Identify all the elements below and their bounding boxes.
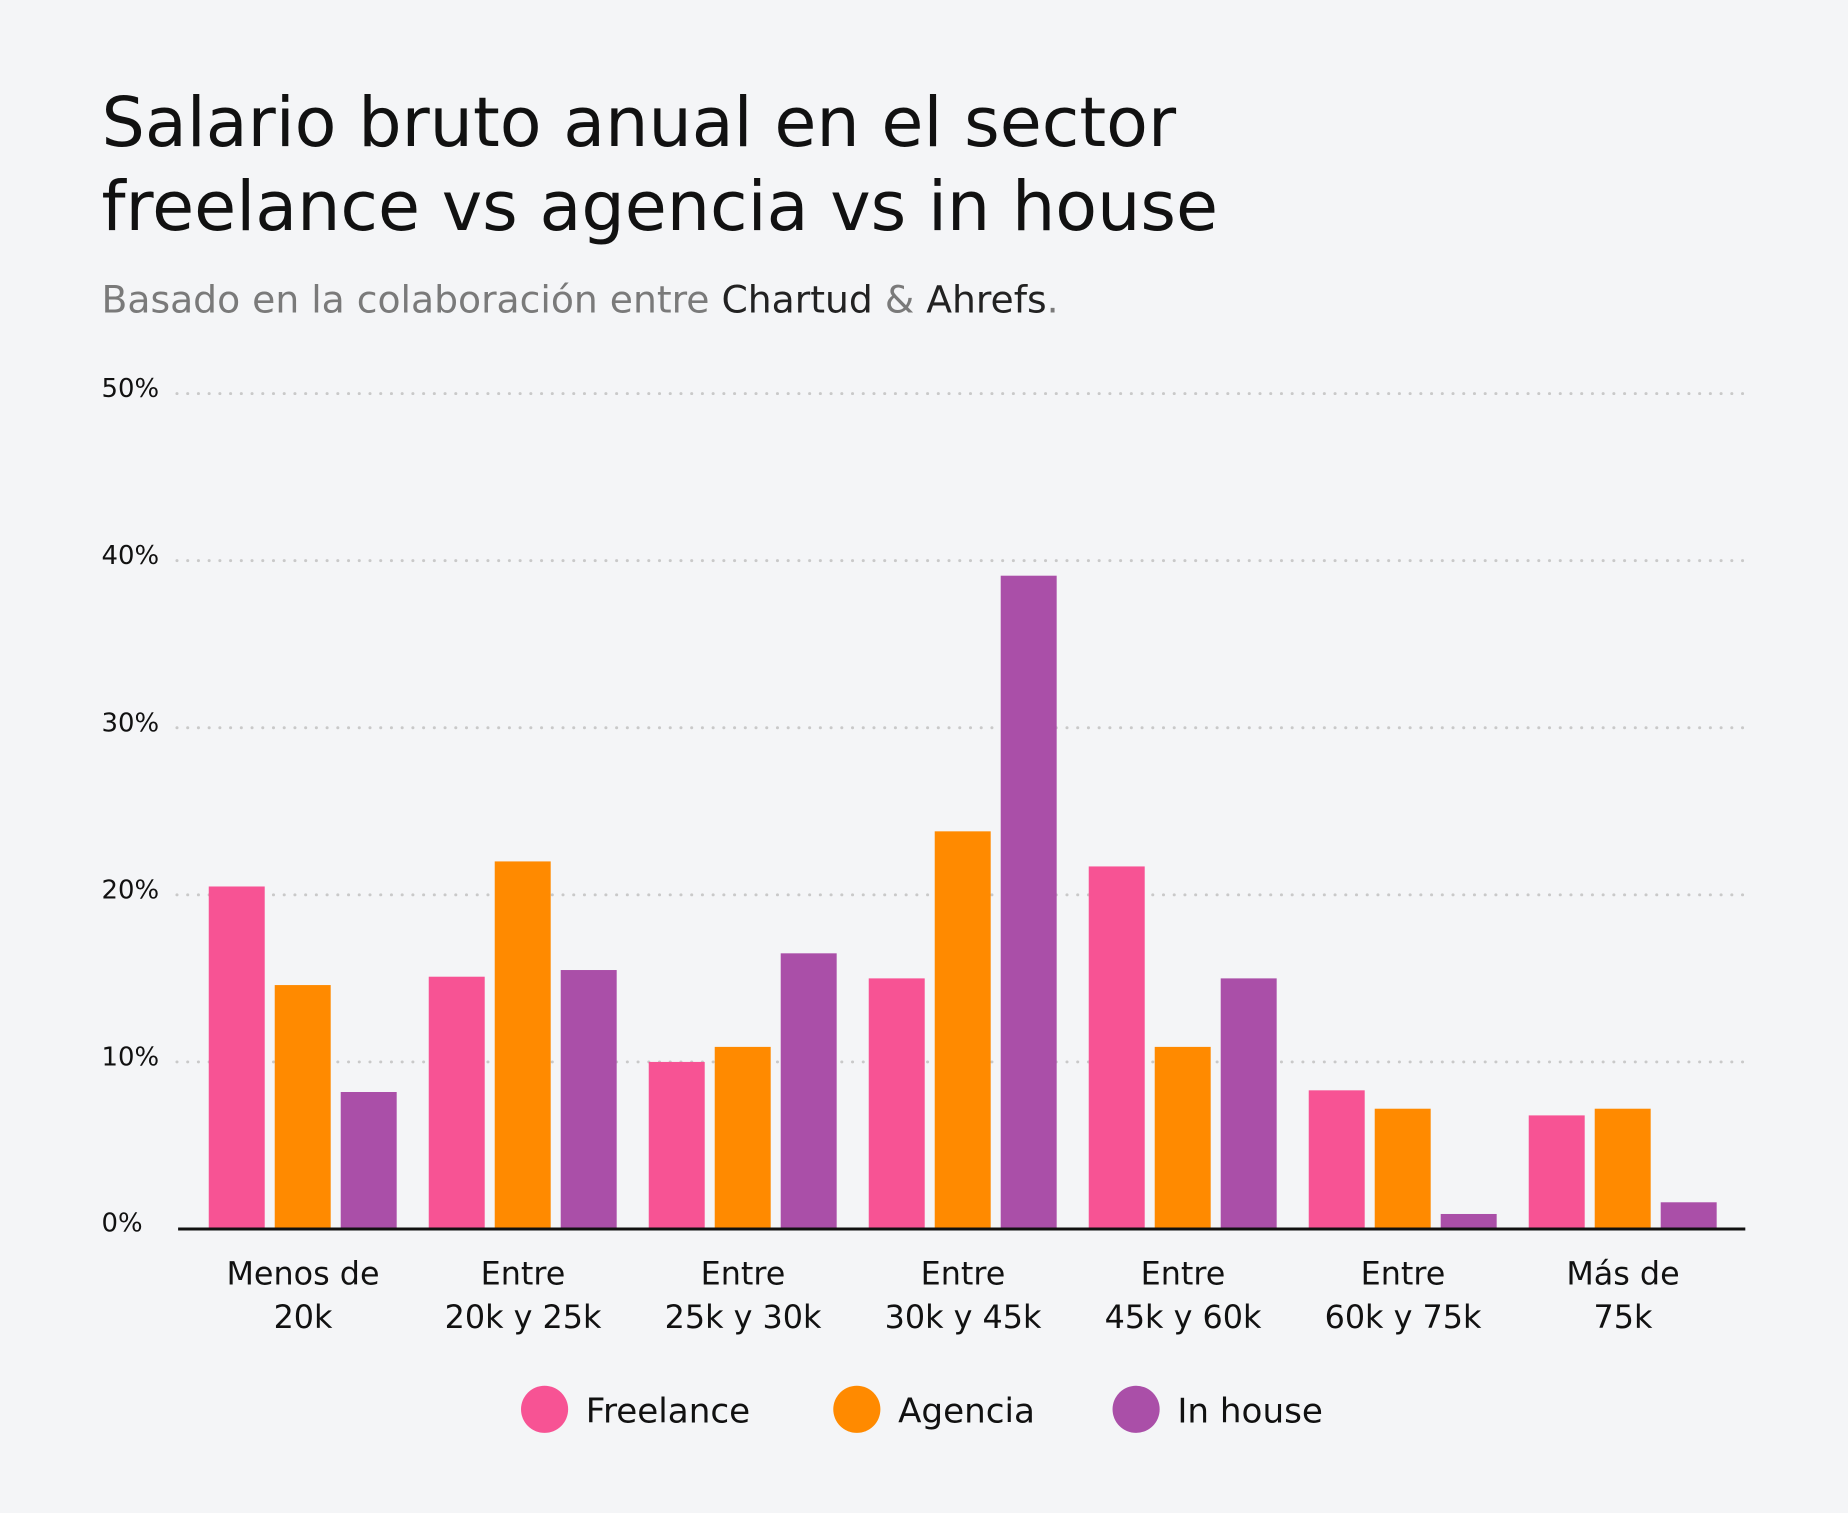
x-tick-label: Entre [701,1254,786,1292]
bar-in-house [1440,1213,1497,1230]
x-tick-label: Más de [1566,1254,1679,1292]
bar-agencia [1594,1108,1651,1230]
bar-agencia [1154,1046,1211,1230]
bar-agencia [1374,1108,1431,1230]
chart-subtitle: Basado en la colaboración entre Chartud … [102,277,1059,321]
x-tick-label: 75k [1594,1298,1653,1336]
bar-in-house [780,953,837,1230]
bar-agencia [274,985,331,1230]
bar-in-house [560,970,617,1230]
x-tick-label: 20k [274,1298,333,1336]
legend-swatch [521,1385,569,1433]
x-axis-ticks: Menos de 20k Entre 20k y 25k Entre 25k y 30k E… [226,1254,1679,1336]
chart-title-line-2: freelance vs agencia vs in house [102,168,1219,247]
bar-in-house [340,1092,397,1230]
y-tick-label: 30% [102,708,160,738]
bar-freelance [868,978,925,1230]
chart-title-line-1: Salario bruto anual en el sector [102,84,1177,163]
bar-in-house [1000,575,1057,1230]
x-tick-label: 25k y 30k [665,1298,822,1336]
y-tick-label: 40% [102,541,160,571]
legend: Freelance Agencia In house [521,1385,1323,1433]
x-tick-label: 20k y 25k [445,1298,602,1336]
y-axis-ticks: 0% 10% 20% 30% 40% 50% [102,374,160,1238]
bar-agencia [714,1046,771,1230]
x-tick-label: 60k y 75k [1325,1298,1482,1336]
gridlines [175,392,1748,1064]
bar-in-house [1660,1202,1717,1230]
x-tick-label: Entre [921,1254,1006,1292]
bar-freelance [648,1061,705,1230]
y-tick-label: 50% [102,374,160,404]
x-tick-label: Entre [481,1254,566,1292]
y-tick-label: 0% [102,1208,143,1238]
x-tick-label: Entre [1141,1254,1226,1292]
legend-swatch [1112,1385,1160,1433]
y-tick-label: 20% [102,875,160,905]
x-tick-label: 45k y 60k [1105,1298,1262,1336]
bar-freelance [1088,866,1145,1230]
bar-agencia [494,861,551,1230]
bar-freelance [1308,1090,1365,1230]
bar-agencia [934,831,991,1230]
bar-freelance [1528,1115,1585,1230]
legend-label: Freelance [586,1391,750,1431]
subtitle-brand-chartud: Chartud [721,277,872,321]
x-tick-label: Menos de [226,1254,379,1292]
subtitle-brand-ahrefs: Ahrefs [926,277,1046,321]
bar-freelance [428,976,485,1230]
bars [208,575,1717,1230]
legend-label: In house [1177,1391,1323,1431]
bar-freelance [208,886,265,1230]
x-tick-label: 30k y 45k [885,1298,1042,1336]
legend-label: Agencia [898,1391,1035,1431]
legend-swatch [833,1385,881,1433]
subtitle-suffix: . [1047,277,1059,321]
subtitle-amp: & [873,277,926,321]
bar-in-house [1220,978,1277,1230]
x-tick-label: Entre [1361,1254,1446,1292]
y-tick-label: 10% [102,1042,160,1072]
subtitle-prefix: Basado en la colaboración entre [102,277,722,321]
